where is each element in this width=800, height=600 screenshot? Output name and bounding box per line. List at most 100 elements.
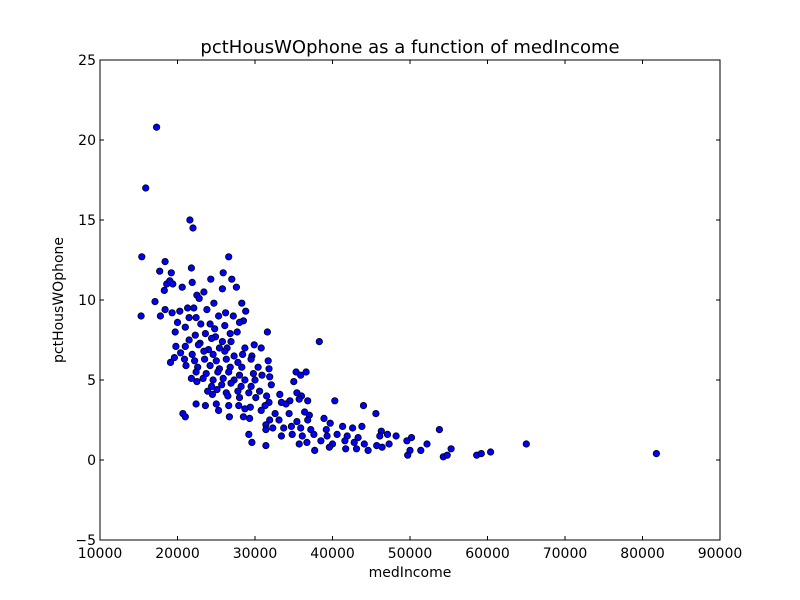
data-point-69 — [250, 341, 258, 349]
data-point-161 — [181, 413, 189, 421]
data-point-189 — [333, 430, 341, 438]
data-point-15 — [188, 278, 196, 286]
data-point-31 — [176, 307, 184, 315]
x-tick-label-0: 10000 — [78, 546, 123, 562]
data-point-77 — [239, 350, 247, 358]
data-point-219 — [404, 451, 412, 459]
data-point-143 — [192, 400, 200, 408]
data-point-134 — [224, 392, 232, 400]
data-point-107 — [187, 374, 195, 382]
data-point-36 — [161, 305, 169, 314]
data-point-89 — [182, 361, 190, 370]
data-point-145 — [212, 400, 220, 408]
data-point-49 — [263, 328, 271, 336]
data-point-96 — [265, 365, 273, 373]
data-point-82 — [201, 355, 209, 363]
data-point-128 — [255, 387, 264, 395]
data-point-68 — [241, 344, 249, 352]
data-point-86 — [247, 355, 255, 363]
data-point-164 — [246, 414, 254, 422]
data-point-99 — [214, 368, 222, 376]
data-point-135 — [235, 393, 244, 402]
data-point-122 — [290, 377, 298, 386]
data-point-27 — [184, 304, 192, 312]
data-point-55 — [233, 328, 241, 336]
data-point-79 — [170, 353, 178, 362]
data-point-223 — [477, 449, 485, 458]
data-point-213 — [352, 445, 361, 453]
data-point-207 — [385, 440, 393, 448]
data-point-151 — [359, 401, 368, 410]
data-point-58 — [208, 334, 216, 342]
data-point-110 — [219, 374, 227, 382]
data-point-74 — [209, 350, 217, 358]
data-point-108 — [199, 374, 207, 382]
data-point-0 — [153, 123, 161, 131]
data-point-112 — [241, 376, 249, 384]
data-point-162 — [225, 413, 233, 421]
data-point-214 — [364, 446, 372, 454]
data-point-188 — [323, 432, 331, 440]
data-point-102 — [249, 369, 257, 378]
data-point-5 — [225, 253, 233, 261]
data-point-6 — [161, 257, 169, 266]
y-tick-label-0: −5 — [75, 533, 96, 549]
data-point-203 — [341, 437, 349, 445]
x-axis-label: medIncome — [369, 565, 452, 581]
data-point-172 — [269, 424, 277, 432]
data-point-153 — [241, 405, 249, 413]
data-point-209 — [423, 440, 431, 448]
data-point-183 — [262, 425, 270, 434]
data-point-115 — [193, 377, 201, 386]
data-point-169 — [320, 414, 328, 422]
data-point-136 — [252, 393, 260, 402]
x-tick-label-3: 40000 — [310, 546, 355, 562]
y-axis-label: pctHousWOphone — [51, 237, 67, 363]
data-point-56 — [185, 336, 193, 344]
data-point-61 — [315, 337, 323, 346]
data-point-91 — [206, 361, 214, 370]
data-point-25 — [210, 299, 218, 307]
data-point-106 — [302, 368, 310, 376]
data-point-127 — [245, 389, 253, 397]
data-point-32 — [190, 304, 198, 312]
data-point-101 — [235, 371, 244, 379]
data-point-221 — [443, 451, 451, 459]
data-point-94 — [238, 363, 246, 371]
data-point-10 — [219, 269, 227, 277]
data-point-71 — [177, 349, 185, 357]
data-point-62 — [172, 342, 180, 350]
data-point-163 — [239, 413, 247, 421]
data-point-175 — [297, 424, 305, 432]
data-point-168 — [304, 416, 312, 424]
data-point-192 — [376, 432, 384, 440]
data-point-73 — [200, 347, 208, 355]
data-point-147 — [235, 401, 243, 410]
data-point-16 — [160, 286, 168, 294]
data-point-197 — [248, 438, 256, 446]
data-point-1 — [142, 184, 150, 192]
data-point-130 — [276, 390, 284, 398]
data-point-113 — [251, 376, 259, 384]
data-point-2 — [186, 216, 194, 224]
y-tick-label-6: 25 — [78, 53, 96, 69]
data-point-173 — [280, 424, 288, 432]
data-point-146 — [225, 401, 233, 410]
data-point-212 — [342, 445, 350, 453]
data-point-38 — [192, 313, 200, 322]
data-point-46 — [211, 325, 219, 333]
data-point-201 — [317, 437, 325, 445]
x-tick-label-4: 50000 — [388, 546, 433, 562]
data-point-63 — [181, 342, 189, 350]
data-point-21 — [218, 285, 226, 293]
x-tick-label-5: 60000 — [465, 546, 510, 562]
data-point-30 — [168, 309, 176, 317]
data-point-225 — [522, 440, 530, 448]
data-point-100 — [225, 368, 233, 376]
data-point-149 — [261, 401, 269, 410]
data-point-48 — [235, 318, 244, 326]
data-point-34 — [222, 309, 230, 317]
data-point-85 — [234, 358, 242, 366]
data-point-54 — [226, 329, 234, 338]
